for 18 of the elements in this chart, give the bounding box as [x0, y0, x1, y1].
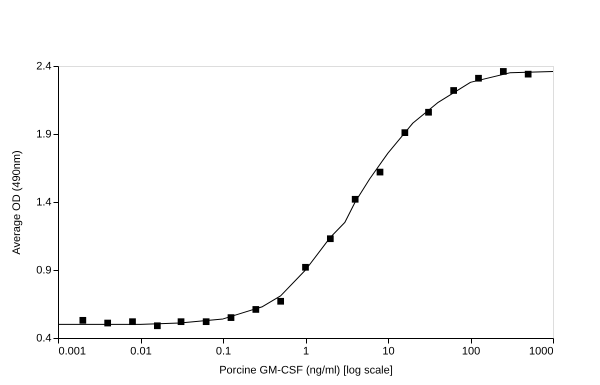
x-tick-label: 1000 [529, 346, 554, 358]
y-tick-label: 2.4 [36, 60, 52, 72]
point [79, 316, 86, 324]
y-tick-label: 1.9 [36, 128, 52, 140]
point [277, 298, 284, 305]
y-tick-label: 1.4 [36, 196, 52, 208]
y-tick-label: 0.9 [36, 264, 52, 276]
x-tick-label: 0.01 [130, 346, 152, 358]
x-tick-label: 10 [382, 346, 395, 358]
y-tick-label: 0.4 [36, 332, 52, 344]
point [228, 314, 234, 321]
x-tick-label: 1 [302, 346, 310, 358]
point [376, 168, 384, 176]
y-axis-title: Average OD (490nm) [11, 150, 24, 255]
x-tick-label: 100 [462, 346, 480, 358]
x-tick-label: 0.1 [216, 346, 232, 358]
x-axis-title: Porcine GM-CSF (ng/ml) [log scale] [219, 364, 393, 376]
x-tick-label: 0.001 [58, 346, 86, 358]
